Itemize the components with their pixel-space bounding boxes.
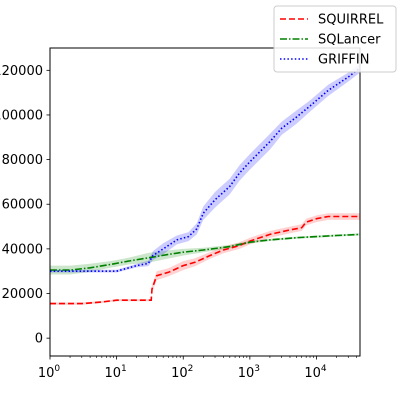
y-tick-label: 120000 bbox=[0, 64, 43, 79]
x-tick-label-exponent: 4 bbox=[321, 364, 327, 374]
legend-label-squirrel: SQUIRREL bbox=[318, 13, 384, 28]
plot-frame bbox=[49, 47, 361, 357]
x-tick-label: 100 bbox=[38, 364, 61, 381]
y-tick-label: 60000 bbox=[2, 198, 43, 213]
x-tick-label-base: 10 bbox=[104, 366, 121, 381]
y-tick-label: 20000 bbox=[2, 287, 43, 302]
uncertainty-bands bbox=[50, 63, 360, 305]
x-tick-label-base: 10 bbox=[38, 366, 55, 381]
y-axis: 0 20000 40000 60000 80000 100000 120000 bbox=[0, 64, 50, 347]
x-tick-label: 101 bbox=[104, 364, 126, 381]
series-lines bbox=[50, 67, 360, 305]
line-griffin bbox=[50, 67, 360, 273]
legend: SQUIRREL SQLancer GRIFFIN bbox=[273, 5, 397, 73]
y-tick-label: 0 bbox=[35, 332, 43, 347]
x-tick-label-exponent: 0 bbox=[54, 364, 60, 374]
x-tick-label-exponent: 3 bbox=[254, 364, 260, 374]
y-tick-label: 100000 bbox=[0, 108, 43, 123]
line-sqlancer bbox=[50, 233, 360, 271]
band-sqlancer bbox=[50, 233, 360, 275]
y-tick-label: 40000 bbox=[2, 242, 43, 257]
band-griffin bbox=[50, 63, 360, 273]
x-tick-label-base: 10 bbox=[304, 366, 321, 381]
legend-box bbox=[273, 5, 397, 73]
band-squirrel bbox=[50, 213, 360, 305]
x-tick-label-base: 10 bbox=[238, 366, 255, 381]
line-squirrel bbox=[50, 215, 360, 305]
x-tick-label: 103 bbox=[238, 364, 260, 381]
x-tick-label-exponent: 1 bbox=[121, 364, 127, 374]
legend-label-sqlancer: SQLancer bbox=[318, 33, 381, 48]
x-tick-label: 104 bbox=[304, 364, 327, 381]
x-axis: 100 101 102 103 104 bbox=[38, 356, 357, 381]
x-tick-label-exponent: 2 bbox=[188, 364, 194, 374]
legend-label-griffin: GRIFFIN bbox=[318, 53, 369, 68]
x-tick-label-base: 10 bbox=[171, 366, 188, 381]
x-tick-label: 102 bbox=[171, 364, 193, 381]
y-tick-label: 80000 bbox=[2, 153, 43, 168]
